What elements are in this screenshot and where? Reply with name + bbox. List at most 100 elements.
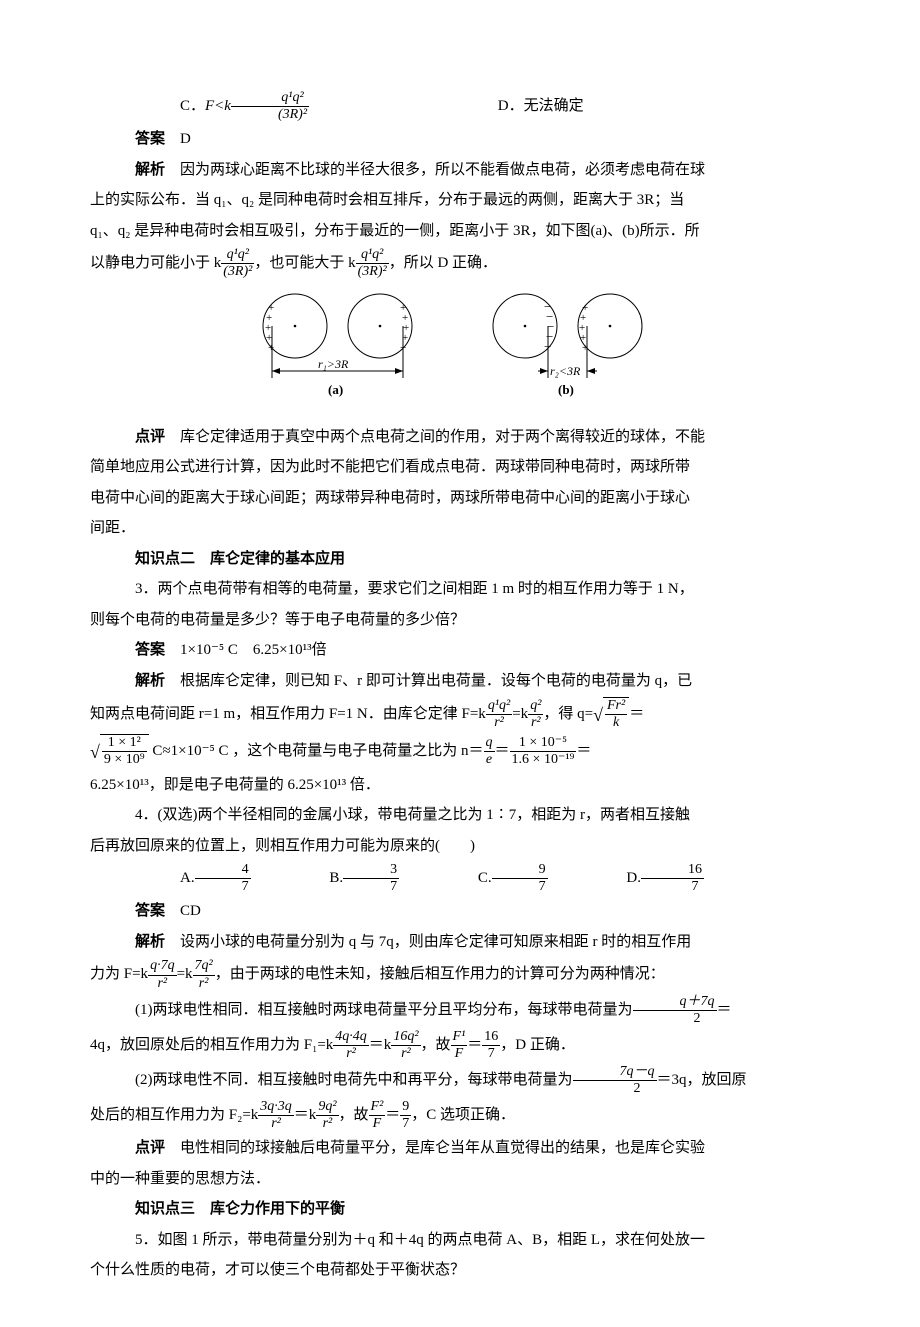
q4-c22eq1: ＝k	[294, 1107, 317, 1123]
charge-diagram-svg: + + + + + + + + + + r₁>3R (a) − − − − − …	[250, 286, 680, 406]
q3-analysis-label: 解析	[135, 673, 165, 689]
q4-c12f3-den: F	[451, 1046, 468, 1062]
q3-ana-l2: 知两点电荷间距 r=1 m，相互作用力 F=1 N．由库仑定律 F=kq¹q²r…	[90, 697, 840, 732]
q3-f2-num: q²	[528, 698, 543, 715]
q4-c1b: ＝	[717, 1002, 732, 1018]
arrow-a-r	[395, 368, 403, 374]
q4-c12-f4: 167	[482, 1029, 500, 1062]
q3-stem-b: 则每个电荷的电荷量是多少？等于电子电荷量的多少倍？	[90, 606, 840, 635]
q3-ana-l3: 1 × 1²9 × 10⁹ C≈1×10⁻⁵ C ，这个电荷量与电子电荷量之比为…	[90, 734, 840, 769]
q3-f4-den: 1.6 × 10⁻¹⁹	[510, 752, 577, 768]
q4c-den: 7	[492, 879, 548, 895]
q2-optc-prefix: C．	[180, 98, 205, 114]
q3-f1-num: q¹q²	[486, 698, 512, 715]
q4-c22f1-den: r²	[258, 1116, 294, 1132]
q4-c12f2-den: r²	[391, 1046, 420, 1062]
label-a: (a)	[328, 382, 343, 397]
q4-comment-a: 电性相同的球接触后电荷量平分，是库仑当年从直觉得出的结果，也是库仑实验	[180, 1140, 705, 1156]
q2-frac1-num: q¹q²	[221, 247, 254, 264]
q3-a3a: C≈1×10⁻⁵ C ，这个电荷量与电子电荷量之比为 n＝	[149, 743, 484, 759]
q4-a2a: 力为 F=k	[90, 966, 148, 982]
q2-ana-2c: ，所以 D 正确．	[389, 255, 497, 271]
q2-optc-frac: q¹q²(3R)²	[231, 90, 309, 123]
q4-c12f4-den: 7	[482, 1046, 500, 1062]
q4b-num: 3	[343, 862, 399, 879]
q4-f2-num: 7q²	[193, 958, 215, 975]
q4-f1-num: q·7q	[148, 958, 177, 975]
q4-c22a: 处后的相互作用力为 F₂=k	[90, 1107, 258, 1123]
q3-sqrt1: Fr²k	[593, 697, 629, 732]
q2-opt-d: D．无法确定	[453, 92, 584, 121]
r1-label: r₁>3R	[318, 357, 349, 371]
q2-optc-den: (3R)²	[231, 107, 309, 123]
q3-f3-den: e	[484, 752, 495, 768]
q4-opt-c: C.97	[433, 862, 548, 895]
q3-sqrt2-num: 1 × 1²	[102, 735, 147, 752]
q3-stem-a: 3．两个点电荷带有相等的电荷量，要求它们之间相距 1 m 时的相互作用力等于 1…	[90, 575, 840, 604]
q2-analysis-l4: 以静电力可能小于 kq¹q²(3R)²，也可能大于 kq¹q²(3R)²，所以 …	[90, 247, 840, 280]
q3-answer-label: 答案	[135, 642, 165, 658]
q4-c12a: 4q，放回原处后的相互作用力为 F₁=k	[90, 1037, 333, 1053]
q4-c22-f1: 3q·3qr²	[258, 1099, 294, 1132]
q2-comment-l3: 电荷中心间的距离大于球心间距；两球带异种电荷时，两球所带电荷中心间的距离小于球心	[90, 484, 840, 513]
q3-a2a: 知两点电荷间距 r=1 m，相互作用力 F=1 N．由库仑定律 F=k	[90, 706, 486, 722]
q2-ana-1a: 因为两球心距离不比球的半径大很多，所以不能看做点电荷，必须考虑电荷在球	[180, 162, 705, 178]
q3-sqrt2-den: 9 × 10⁹	[102, 752, 147, 768]
q4-a1: 设两小球的电荷量分别为 q 与 7q，则由库仑定律可知原来相距 r 时的相互作用	[180, 934, 691, 950]
q2-answer-label: 答案	[135, 131, 165, 147]
q2-comment-l1: 点评 库仑定律适用于真空中两个点电荷之间的作用，对于两个离得较近的球体，不能	[90, 423, 840, 452]
q4a-num: 4	[195, 862, 251, 879]
plus-a5: +	[268, 342, 274, 354]
q3-f3-num: q	[484, 735, 495, 752]
q4-c12-f1: 4q·4qr²	[333, 1029, 369, 1062]
q4-eq1: =k	[177, 966, 193, 982]
kp2-title: 知识点二 库仑定律的基本应用	[90, 545, 840, 574]
q4-answer: 答案 CD	[90, 897, 840, 926]
q4-comment-l2: 中的一种重要的思想方法．	[90, 1165, 840, 1194]
q4-f1-den: r²	[148, 976, 177, 992]
q4-c22f1-num: 3q·3q	[258, 1099, 294, 1116]
q4-case2-l2: 处后的相互作用力为 F₂=k3q·3qr²＝k9q²r²，故F²F＝97，C 选…	[90, 1099, 840, 1132]
q2-frac2-num: q¹q²	[356, 247, 389, 264]
q4-case1-l2: 4q，放回原处后的相互作用力为 F₁=k4q·4qr²＝k16q²r²，故F¹F…	[90, 1029, 840, 1062]
q4-c12f1-den: r²	[333, 1046, 369, 1062]
q4-c22c: ，C 选项正确．	[411, 1107, 515, 1123]
q3-frac4: 1 × 10⁻⁵1.6 × 10⁻¹⁹	[510, 735, 577, 768]
q4-c12-f2: 16q²r²	[391, 1029, 420, 1062]
q4c-num: 9	[492, 862, 548, 879]
q3-f4-num: 1 × 10⁻⁵	[510, 735, 577, 752]
q4-ana-l2: 力为 F=kq·7qr²=k7q²r²，由于两球的电性未知，接触后相互作用力的计…	[90, 958, 840, 991]
q4-analysis-label: 解析	[135, 934, 165, 950]
q2-diagram: + + + + + + + + + + r₁>3R (a) − − − − − …	[90, 286, 840, 417]
q4-case1-l1: (1)两球电性相同．相互接触时两球电荷量平分且平均分布，每球带电荷量为q＋7q2…	[90, 994, 840, 1027]
q4-c22f2-num: 9q²	[316, 1099, 338, 1116]
q3-ana-l1: 解析 根据库仑定律，则已知 F、r 即可计算出电荷量．设每个电荷的电荷量为 q，…	[90, 667, 840, 696]
q4-c22f4-den: 7	[400, 1116, 411, 1132]
center-a1	[294, 325, 297, 328]
q2-comment-l2: 简单地应用公式进行计算，因为此时不能把它们看成点电荷．两球带同种电荷时，两球所带	[90, 453, 840, 482]
q5-stem-b: 个什么性质的电荷，才可以使三个电荷都处于平衡状态？	[90, 1256, 840, 1285]
q4-case2-l1: (2)两球电性不同．相互接触时电荷先中和再平分，每球带电荷量为7q－q2＝3q，…	[90, 1064, 840, 1097]
q2-analysis-l2: 上的实际公布．当 q₁、q₂ 是同种电荷时会相互排斥，分布于最远的两侧，距离大于…	[90, 186, 840, 215]
q4-c1a: (1)两球电性相同．相互接触时两球电荷量平分且平均分布，每球带电荷量为	[135, 1002, 633, 1018]
q3-sqrt1-num: Fr²	[605, 698, 627, 715]
q3-answer: 答案 1×10⁻⁵ C 6.25×10¹³倍	[90, 636, 840, 665]
q4-frac2: 7q²r²	[193, 958, 215, 991]
q2-analysis-label: 解析	[135, 162, 165, 178]
q4-opt-b: B.37	[284, 862, 399, 895]
q4-ana-l1: 解析 设两小球的电荷量分别为 q 与 7q，则由库仑定律可知原来相距 r 时的相…	[90, 928, 840, 957]
center-a2	[379, 325, 382, 328]
q4-comment-l1: 点评 电性相同的球接触后电荷量平分，是库仑当年从直觉得出的结果，也是库仑实验	[90, 1134, 840, 1163]
q4-c12f2-num: 16q²	[391, 1029, 420, 1046]
q2-options: C．F<kq¹q²(3R)² D．无法确定	[90, 90, 840, 123]
q4-c1-frac: q＋7q2	[633, 994, 717, 1027]
q4-c12f4-num: 16	[482, 1029, 500, 1046]
q3-ana-l4: 6.25×10¹³，即是电子电荷量的 6.25×10¹³ 倍．	[90, 771, 840, 800]
q4d-num: 16	[641, 862, 704, 879]
label-b: (b)	[558, 382, 574, 397]
q4-c22eq2: ＝	[385, 1107, 400, 1123]
q4-answer-label: 答案	[135, 903, 165, 919]
q2-comment-a: 库仑定律适用于真空中两个点电荷之间的作用，对于两个离得较近的球体，不能	[180, 429, 705, 445]
q4-c12b: ，故	[421, 1037, 451, 1053]
q4-c12c: ，D 正确．	[500, 1037, 575, 1053]
